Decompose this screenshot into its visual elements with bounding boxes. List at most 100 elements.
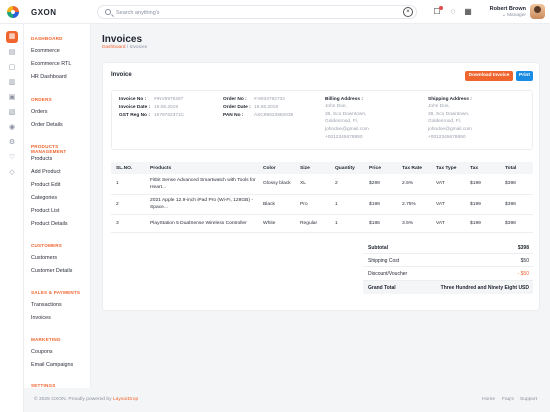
avatar[interactable] <box>530 4 545 19</box>
cart-icon[interactable]: ▣ <box>8 94 16 101</box>
user-role[interactable]: ⌄ Manager <box>501 13 526 18</box>
cell-product: Fitbit Sense Advanced Smartwatch with To… <box>145 174 258 195</box>
nav-item-customer-details[interactable]: Customer Details <box>31 268 73 274</box>
breadcrumb-dashboard[interactable]: Dashboard <box>102 45 126 50</box>
close-icon[interactable]: × <box>403 7 413 17</box>
invoice-date-value: 19.06.2019 <box>154 105 179 110</box>
cell-product: PlayStation 5 DualSense Wireless Control… <box>145 214 258 233</box>
grid-icon[interactable]: ▦ <box>464 7 472 16</box>
shipping-cost-label: Shipping Cost <box>368 258 400 265</box>
nav-item-product-details[interactable]: Product Details <box>31 221 68 227</box>
cell-qty: 1 <box>330 194 364 215</box>
breadcrumb: Dashboard / Invoices <box>102 45 147 50</box>
footer-link-home[interactable]: Home <box>482 397 496 402</box>
nav-item-customers[interactable]: Customers <box>31 255 58 261</box>
billing-phone: +0012345678890 <box>325 134 363 140</box>
grand-total-label: Grand Total <box>368 284 396 291</box>
file-icon[interactable]: ▢ <box>8 64 16 71</box>
nav-item-transactions[interactable]: Transactions <box>31 302 62 308</box>
document-icon[interactable]: ▥ <box>8 79 16 86</box>
order-date-value: 19.06.2019 <box>254 105 279 110</box>
nav-item-orders[interactable]: Orders <box>31 109 48 115</box>
user-role-label: Manager <box>507 13 526 18</box>
col-header-products: Products <box>145 162 258 174</box>
dashboard-icon[interactable]: ▦ <box>6 31 18 43</box>
nav-section-sales: SALES & PAYMENTS <box>31 290 81 295</box>
nav-item-coupons[interactable]: Coupons <box>31 349 53 355</box>
nav-item-add-product[interactable]: Add Product <box>31 169 61 175</box>
settings-icon[interactable]: ⚙ <box>8 139 16 146</box>
user-icon[interactable]: ◉ <box>8 124 16 131</box>
col-header-tax: Tax <box>465 162 500 174</box>
nav-item-email-campaigns[interactable]: Email Campaigns <box>31 362 74 368</box>
notification-icon[interactable]: ☐ <box>432 6 443 17</box>
nav-item-order-details[interactable]: Order Details <box>31 122 63 128</box>
nav-section-settings: SETTINGS <box>31 383 56 388</box>
notification-dot <box>439 6 443 10</box>
table-row: 1 Fitbit Sense Advanced Smartwatch with … <box>111 174 533 195</box>
cell-tax: $199 <box>465 214 500 233</box>
shield-icon[interactable]: ◇ <box>9 169 15 176</box>
billing-address-label: Billing Address : <box>325 97 363 102</box>
print-button[interactable]: Print <box>516 71 533 81</box>
search-input[interactable] <box>116 8 356 17</box>
nav-section-products: PRODUCTS MANAGEMENT <box>31 144 67 154</box>
cell-tax-type: VAT <box>431 174 465 195</box>
invoice-date-label: Invoice Date : <box>119 105 151 110</box>
invoice-card-title: Invoice <box>111 72 132 78</box>
col-header-tax-rate: Tax Rate <box>397 162 431 174</box>
nav-item-ecommerce-rtl[interactable]: Ecommerce RTL <box>31 61 72 67</box>
cell-price: $186 <box>364 214 397 233</box>
discount-value: - $50 <box>517 271 529 278</box>
gst-reg-value: 1678762371C <box>154 113 185 118</box>
cell-sl: 1 <box>111 174 145 195</box>
cell-tax-rate: 3.5% <box>397 214 431 233</box>
search-icon <box>105 9 111 15</box>
brand-name[interactable]: GXON <box>31 8 57 17</box>
table-header-row: SL.NO. Products Color Size Quantity Pric… <box>111 162 533 174</box>
top-bar: GXON × ☐ ◌ ▦ Robert Brown ⌄ Manager <box>0 0 550 24</box>
heart-icon[interactable]: ♡ <box>8 154 16 161</box>
nav-item-invoices[interactable]: Invoices <box>31 315 51 321</box>
cell-qty: 1 <box>330 214 364 233</box>
cell-sl: 2 <box>111 194 145 215</box>
cell-size: XL <box>295 174 330 195</box>
footer-link-faqs[interactable]: Faq's <box>502 397 514 402</box>
col-header-color: Color <box>258 162 295 174</box>
col-header-size: Size <box>295 162 330 174</box>
layout-icon[interactable]: ▧ <box>8 109 16 116</box>
logo-icon[interactable] <box>7 6 19 18</box>
cell-tax-type: VAT <box>431 214 465 233</box>
breadcrumb-current: Invoices <box>129 45 148 50</box>
nav-section-marketing: MARKETING <box>31 337 61 342</box>
invoice-items-table: SL.NO. Products Color Size Quantity Pric… <box>111 162 533 233</box>
nav-item-product-list[interactable]: Product List <box>31 208 60 214</box>
billing-line: Goldenrood, Fl, <box>325 119 359 125</box>
chart-icon[interactable]: ▤ <box>8 49 16 56</box>
nav-item-categories[interactable]: Categories <box>31 195 58 201</box>
nav-item-products[interactable]: Products <box>31 156 53 162</box>
bell-icon[interactable]: ◌ <box>450 7 456 16</box>
grand-total-value: Three Hundred and Ninety Eight USD <box>440 284 529 291</box>
footer-link-support[interactable]: Support <box>520 397 538 402</box>
cell-sl: 3 <box>111 214 145 233</box>
sidebar-nav: DASHBOARD Ecommerce Ecommerce RTL HR Das… <box>24 24 91 388</box>
nav-item-product-edit[interactable]: Product Edit <box>31 182 61 188</box>
cell-total: $398 <box>500 194 533 215</box>
nav-item-ecommerce[interactable]: Ecommerce <box>31 48 60 54</box>
nav-item-hr-dashboard[interactable]: HR Dashboard <box>31 74 67 80</box>
nav-section-dashboard: DASHBOARD <box>31 36 63 41</box>
download-invoice-button[interactable]: Download Invoice <box>465 71 513 81</box>
powered-by-link[interactable]: LayoutDrop <box>112 397 139 402</box>
shipping-line: John Doe, <box>428 104 450 109</box>
invoice-no-value: #INV8978287 <box>154 97 184 102</box>
billing-line: 36, Sco Downtown, <box>325 111 367 117</box>
user-name[interactable]: Robert Brown <box>489 6 526 12</box>
order-no-label: Order No : <box>223 97 247 102</box>
search-box[interactable] <box>97 5 417 19</box>
cell-color: White <box>258 214 295 233</box>
shipping-email: johndoe@gmail.com <box>428 127 472 133</box>
cell-size: Regular <box>295 214 330 233</box>
pan-no-label: PAN No : <box>223 113 244 118</box>
order-no-value: #-8934792734 <box>254 97 285 102</box>
